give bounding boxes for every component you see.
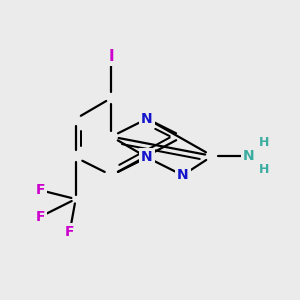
Text: H: H [259,136,270,149]
Text: F: F [35,210,45,224]
Text: N: N [242,149,254,163]
Text: H: H [259,163,270,176]
Text: N: N [141,150,153,164]
Text: I: I [109,49,114,64]
Text: F: F [65,225,74,239]
Text: N: N [177,168,188,182]
Text: F: F [35,183,45,197]
Text: N: N [141,112,153,126]
